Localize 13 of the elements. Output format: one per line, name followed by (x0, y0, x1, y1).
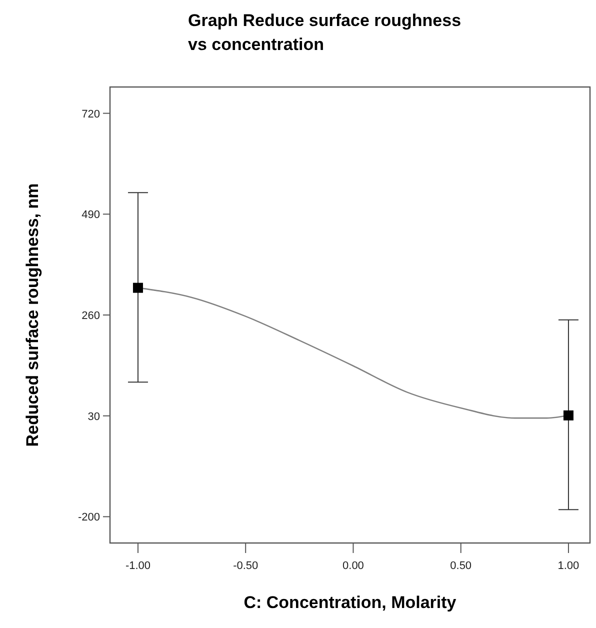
y-tick-label: 30 (88, 410, 100, 423)
x-tick-label: 0.50 (450, 560, 472, 572)
x-axis-title: C: Concentration, Molarity (244, 593, 457, 612)
x-tick-label: -0.50 (233, 560, 258, 572)
y-tick-label: 260 (82, 310, 100, 322)
y-tick-label: 720 (82, 108, 100, 120)
y-axis-title: Reduced surface roughness, nm (23, 183, 42, 447)
x-tick-label: -1.00 (125, 560, 151, 572)
x-tick-label: 0.00 (342, 560, 364, 572)
y-tick-label: -200 (78, 512, 100, 524)
x-tick-label: 1.00 (558, 560, 580, 572)
y-tick-label: 490 (82, 209, 100, 222)
chart-title: Graph Reduce surface roughness vs concentration (188, 11, 462, 54)
